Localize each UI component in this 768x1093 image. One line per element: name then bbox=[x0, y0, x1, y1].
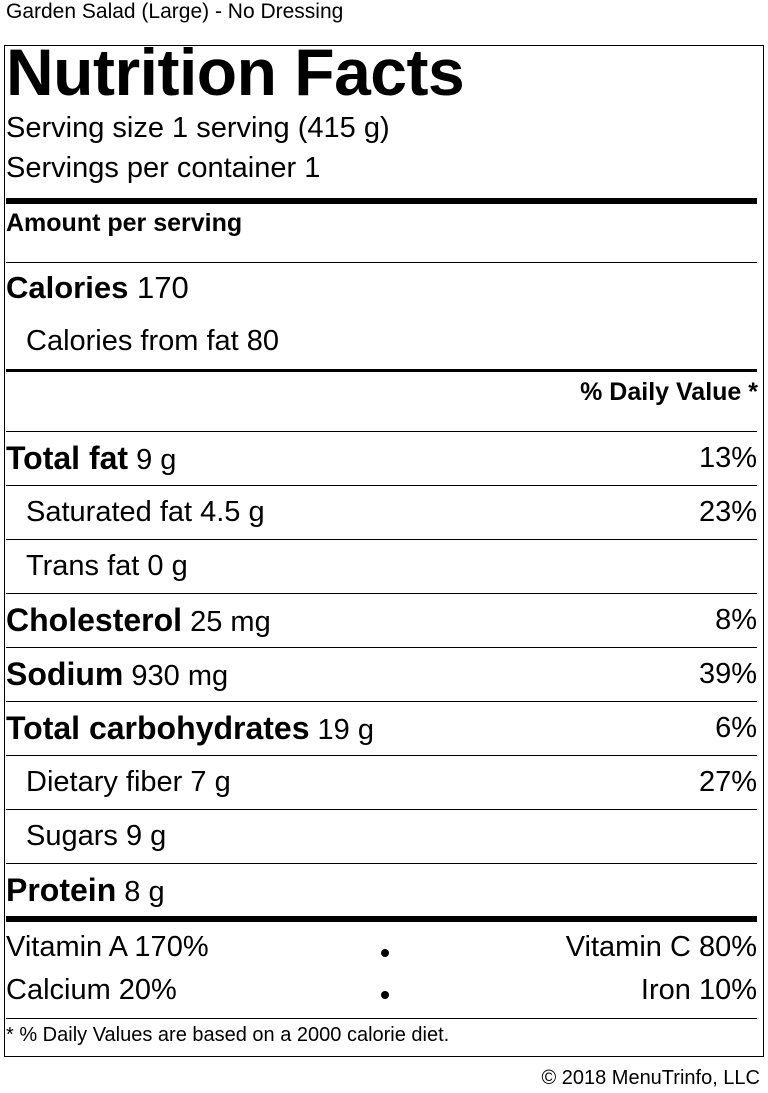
divider bbox=[6, 593, 757, 594]
nutrient-dv: 6% bbox=[715, 712, 757, 744]
nutrient-name: Total fat bbox=[6, 440, 129, 476]
bullet-dot-icon bbox=[381, 991, 389, 999]
nutrient-row-protein: Protein 8 g bbox=[6, 870, 757, 910]
nutrient-amount: 25 mg bbox=[190, 606, 271, 638]
bullet-dot-icon bbox=[381, 949, 389, 957]
nutrient-amount: 8 g bbox=[124, 876, 165, 908]
nutrient-dv: 23% bbox=[698, 496, 757, 528]
nutrient-name: Dietary fiber bbox=[26, 766, 183, 798]
nutrient-row-total-carbohydrates: Total carbohydrates 19 g 6% bbox=[6, 708, 757, 748]
nutrition-label bbox=[4, 45, 764, 1057]
divider bbox=[6, 863, 757, 864]
nutrient-name: Trans fat bbox=[26, 550, 140, 582]
nutrient-row-trans-fat: Trans fat 0 g bbox=[6, 546, 757, 586]
calories-row: Calories 170 bbox=[6, 270, 189, 306]
product-title: Garden Salad (Large) - No Dressing bbox=[6, 0, 344, 23]
nutrient-amount: 0 g bbox=[147, 550, 188, 582]
nutrient-name: Sodium bbox=[6, 656, 124, 692]
nutrient-dv: 27% bbox=[698, 766, 757, 798]
thick-divider bbox=[6, 916, 757, 922]
nutrient-amount: 19 g bbox=[317, 714, 374, 746]
nutrient-dv: 13% bbox=[698, 442, 757, 474]
nutrient-amount: 9 g bbox=[136, 444, 177, 476]
nutrient-name: Saturated fat bbox=[26, 496, 193, 528]
nutrient-amount: 7 g bbox=[190, 766, 231, 798]
nutrient-dv: 8% bbox=[715, 604, 757, 636]
nutrient-row-total-fat: Total fat 9 g 13% bbox=[6, 438, 757, 478]
calories-from-fat: Calories from fat 80 bbox=[26, 325, 280, 357]
daily-value-header: % Daily Value * bbox=[580, 378, 758, 406]
medium-divider bbox=[6, 369, 757, 372]
divider bbox=[6, 485, 757, 486]
nutrient-row-dietary-fiber: Dietary fiber 7 g 27% bbox=[6, 762, 757, 802]
nutrient-row-sugars: Sugars 9 g bbox=[6, 816, 757, 856]
nutrient-name: Protein bbox=[6, 872, 117, 908]
calcium: Calcium 20% bbox=[6, 974, 177, 1006]
divider bbox=[6, 755, 757, 756]
divider bbox=[6, 809, 757, 810]
nutrient-row-saturated-fat: Saturated fat 4.5 g 23% bbox=[6, 492, 757, 532]
nutrient-amount: 9 g bbox=[125, 820, 167, 852]
nutrition-facts-heading: Nutrition Facts bbox=[6, 35, 465, 109]
divider bbox=[6, 647, 757, 648]
nutrient-name: Cholesterol bbox=[6, 602, 183, 638]
nutrient-name: Total carbohydrates bbox=[6, 710, 310, 746]
nutrient-row-cholesterol: Cholesterol 25 mg 8% bbox=[6, 600, 757, 640]
divider bbox=[6, 1018, 757, 1019]
copyright: © 2018 MenuTrinfo, LLC bbox=[541, 1067, 760, 1089]
daily-value-footnote: * % Daily Values are based on a 2000 cal… bbox=[6, 1024, 450, 1046]
divider bbox=[6, 431, 757, 432]
vitamin-c: Vitamin C 80% bbox=[565, 931, 757, 963]
amount-per-serving: Amount per serving bbox=[6, 209, 243, 237]
serving-size: Serving size 1 serving (415 g) bbox=[6, 112, 390, 144]
nutrient-name: Sugars bbox=[26, 820, 118, 852]
calories-value: 170 bbox=[136, 270, 189, 305]
divider bbox=[6, 262, 757, 263]
nutrient-amount: 930 mg bbox=[131, 660, 229, 692]
servings-per-container: Servings per container 1 bbox=[6, 152, 321, 184]
thick-divider bbox=[6, 198, 757, 204]
calories-label: Calories bbox=[6, 270, 129, 305]
divider bbox=[6, 539, 757, 540]
vitamin-a: Vitamin A 170% bbox=[6, 931, 209, 963]
nutrient-dv: 39% bbox=[698, 658, 757, 690]
nutrient-amount: 4.5 g bbox=[200, 496, 265, 528]
nutrient-row-sodium: Sodium 930 mg 39% bbox=[6, 654, 757, 694]
iron: Iron 10% bbox=[640, 974, 757, 1006]
divider bbox=[6, 701, 757, 702]
